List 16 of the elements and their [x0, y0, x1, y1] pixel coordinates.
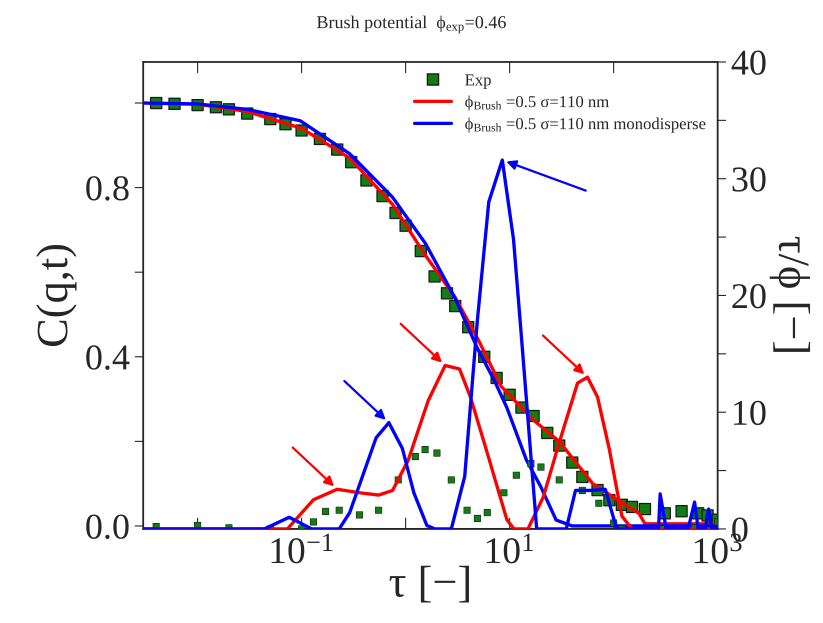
x-tick-label: 10$^{1}$ [486, 534, 533, 564]
y-tick-label: 0.8 [86, 176, 129, 201]
y-axis-title: C(q,t) [36, 244, 77, 346]
y2-tick-label: 10 [734, 400, 766, 426]
legend-label: ϕ$_{Brush}$ =0.5 σ=110 nm monodisperse [465, 118, 706, 133]
y-tick-label: 0.4 [86, 345, 130, 370]
y2-axis-title: τ/ϕ [−] [770, 236, 810, 352]
y2-tick-label: 40 [732, 50, 766, 75]
y-tick-label: 0.0 [86, 514, 129, 540]
x-tick-label: 10$^{−1}$ [272, 534, 332, 564]
y2-tick-label: 30 [732, 167, 766, 192]
legend-label: ϕ$_{Brush}$ =0.5 σ=110 nm [465, 96, 609, 111]
chart-title: Brush potential ϕ$_{exp}$=0.46 [316, 16, 506, 34]
x-axis-title: τ [−] [390, 566, 469, 602]
y2-tick-label: 20 [732, 284, 766, 308]
legend-label: Exp [465, 74, 491, 89]
